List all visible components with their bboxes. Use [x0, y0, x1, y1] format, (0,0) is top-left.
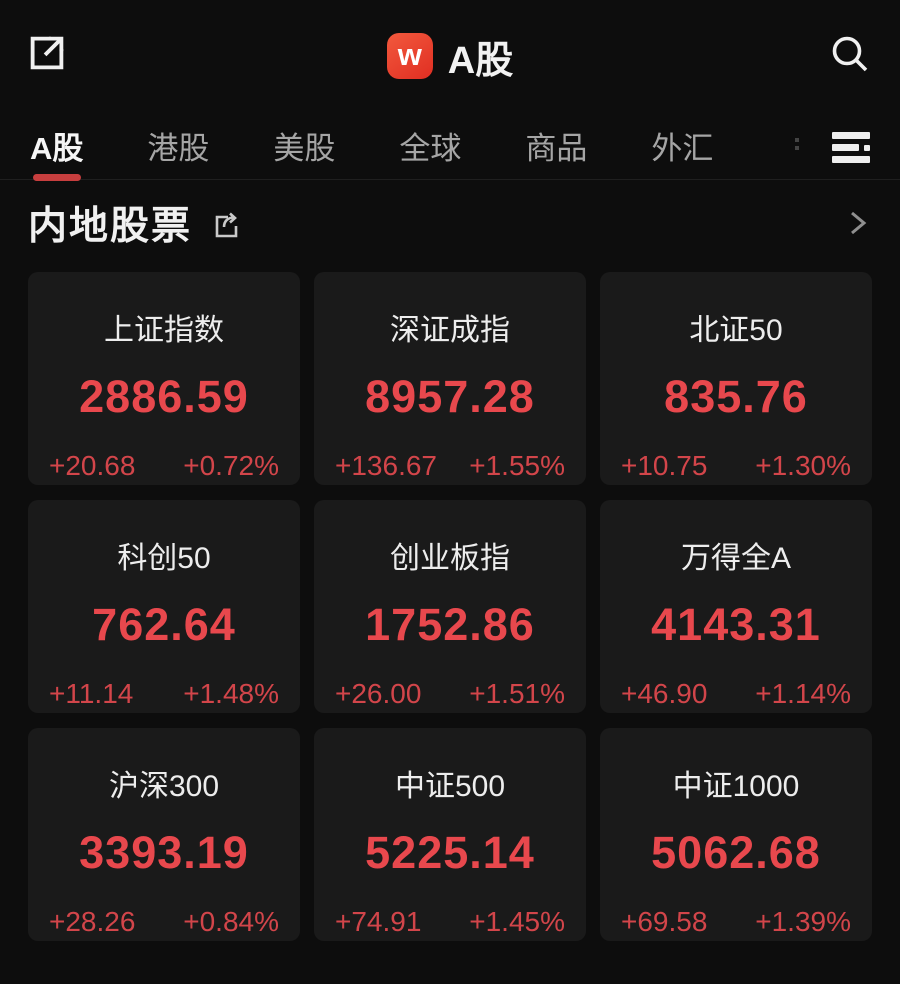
index-value: 3393.19 — [79, 827, 249, 878]
index-change-pct: +1.51% — [469, 678, 565, 709]
tab-forex[interactable]: 外汇 — [651, 131, 714, 166]
page-title: A股 — [447, 39, 514, 82]
index-card-csi300[interactable]: 沪深300 3393.19 +28.26 +0.84% — [28, 728, 300, 941]
index-change: +136.67 — [335, 450, 437, 481]
index-value: 762.64 — [92, 599, 236, 650]
index-value: 2886.59 — [79, 371, 249, 422]
index-name: 深证成指 — [390, 314, 510, 347]
tab-list-icon[interactable] — [822, 128, 878, 168]
index-change: +74.91 — [335, 906, 422, 937]
index-change: +20.68 — [49, 450, 136, 481]
index-change-pct: +1.30% — [755, 450, 851, 481]
tab-hk-stocks[interactable]: 港股 — [147, 131, 210, 166]
index-name: 中证500 — [394, 770, 506, 803]
index-change: +10.75 — [621, 450, 708, 481]
index-change: +28.26 — [49, 906, 136, 937]
tab-us-stocks[interactable]: 美股 — [273, 131, 336, 166]
index-card-csi1000[interactable]: 中证1000 5062.68 +69.58 +1.39% — [600, 728, 872, 941]
section-title: 内地股票 — [28, 205, 193, 248]
tab-commodities[interactable]: 商品 — [525, 131, 588, 166]
wind-app-logo: w — [386, 33, 433, 79]
tab-label: A股 — [30, 131, 84, 166]
index-value: 5062.68 — [651, 827, 821, 878]
index-name: 沪深300 — [108, 770, 220, 803]
index-change-pct: +1.45% — [469, 906, 565, 937]
index-value: 8957.28 — [365, 371, 535, 422]
search-icon[interactable] — [828, 32, 872, 76]
partial-tab-sliver — [795, 134, 800, 160]
index-card-shanghai-composite[interactable]: 上证指数 2886.59 +20.68 +0.72% — [28, 272, 300, 485]
index-name: 万得全A — [680, 542, 791, 575]
index-change: +69.58 — [621, 906, 708, 937]
index-change-pct: +1.39% — [755, 906, 851, 937]
index-name: 北证50 — [689, 314, 783, 347]
index-card-chinext[interactable]: 创业板指 1752.86 +26.00 +1.51% — [314, 500, 586, 713]
index-change: +46.90 — [621, 678, 708, 709]
index-name: 中证1000 — [672, 770, 800, 803]
tab-a-shares[interactable]: A股 — [30, 123, 84, 181]
index-name: 科创50 — [117, 542, 211, 575]
index-value: 5225.14 — [365, 827, 535, 878]
index-name: 上证指数 — [104, 314, 224, 347]
index-change-pct: +1.14% — [755, 678, 851, 709]
index-change-pct: +0.72% — [183, 450, 279, 481]
header-title-group: w A股 — [386, 29, 514, 84]
chevron-right-icon[interactable] — [844, 207, 872, 239]
index-card-shenzhen-component[interactable]: 深证成指 8957.28 +136.67 +1.55% — [314, 272, 586, 485]
share-external-icon[interactable] — [24, 30, 70, 76]
index-card-bse50[interactable]: 北证50 835.76 +10.75 +1.30% — [600, 272, 872, 485]
index-card-wind-all-a[interactable]: 万得全A 4143.31 +46.90 +1.14% — [600, 500, 872, 713]
index-card-csi500[interactable]: 中证500 5225.14 +74.91 +1.45% — [314, 728, 586, 941]
tab-global[interactable]: 全球 — [399, 131, 462, 166]
index-value: 835.76 — [664, 371, 808, 422]
section-header[interactable]: 内地股票 — [0, 180, 900, 266]
market-tabbar: A股 港股 美股 全球 商品 外汇 — [0, 112, 900, 181]
share-icon[interactable] — [210, 209, 242, 241]
app-header: w A股 — [0, 0, 900, 112]
index-name: 创业板指 — [390, 542, 510, 575]
index-change: +26.00 — [335, 678, 422, 709]
active-tab-underline — [32, 174, 81, 181]
index-value: 1752.86 — [365, 599, 535, 650]
index-change-pct: +0.84% — [183, 906, 279, 937]
index-change-pct: +1.48% — [183, 678, 279, 709]
index-value: 4143.31 — [651, 599, 821, 650]
index-change: +11.14 — [49, 678, 134, 709]
index-card-star50[interactable]: 科创50 762.64 +11.14 +1.48% — [28, 500, 300, 713]
index-change-pct: +1.55% — [469, 450, 565, 481]
index-grid: 上证指数 2886.59 +20.68 +0.72% 深证成指 8957.28 … — [0, 266, 900, 941]
